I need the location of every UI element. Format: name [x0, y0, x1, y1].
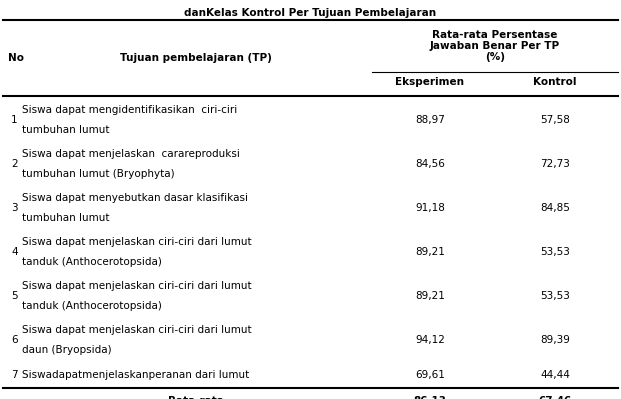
Text: tumbuhan lumut (Bryophyta): tumbuhan lumut (Bryophyta): [22, 169, 175, 179]
Text: Siswa dapat menjelaskan ciri-ciri dari lumut: Siswa dapat menjelaskan ciri-ciri dari l…: [22, 325, 252, 335]
Text: tanduk (Anthocerotopsida): tanduk (Anthocerotopsida): [22, 257, 162, 267]
Text: 5: 5: [11, 291, 17, 301]
Text: 53,53: 53,53: [540, 291, 570, 301]
Text: 2: 2: [11, 159, 17, 169]
Text: 53,53: 53,53: [540, 247, 570, 257]
Text: 7: 7: [11, 370, 17, 380]
Text: daun (Bryopsida): daun (Bryopsida): [22, 345, 112, 355]
Text: tumbuhan lumut: tumbuhan lumut: [22, 213, 109, 223]
Text: Siswadapatmenjelaskanperanan dari lumut: Siswadapatmenjelaskanperanan dari lumut: [22, 370, 249, 380]
Text: 89,21: 89,21: [415, 247, 445, 257]
Text: danKelas Kontrol Per Tujuan Pembelajaran: danKelas Kontrol Per Tujuan Pembelajaran: [184, 8, 436, 18]
Text: Siswa dapat menjelaskan ciri-ciri dari lumut: Siswa dapat menjelaskan ciri-ciri dari l…: [22, 237, 252, 247]
Text: Tujuan pembelajaran (TP): Tujuan pembelajaran (TP): [120, 53, 272, 63]
Text: 89,21: 89,21: [415, 291, 445, 301]
Text: Siswa dapat menyebutkan dasar klasifikasi: Siswa dapat menyebutkan dasar klasifikas…: [22, 194, 248, 203]
Text: Rata-rata: Rata-rata: [168, 396, 224, 399]
Text: Siswa dapat menjelaskan  carareproduksi: Siswa dapat menjelaskan carareproduksi: [22, 149, 240, 159]
Text: tumbuhan lumut: tumbuhan lumut: [22, 124, 109, 135]
Text: 57,58: 57,58: [540, 115, 570, 125]
Text: 1: 1: [11, 115, 17, 125]
Text: 4: 4: [11, 247, 17, 257]
Text: 91,18: 91,18: [415, 203, 445, 213]
Text: Jawaban Benar Per TP: Jawaban Benar Per TP: [430, 41, 560, 51]
Text: 89,39: 89,39: [540, 335, 570, 345]
Text: 84,85: 84,85: [540, 203, 570, 213]
Text: No: No: [8, 53, 24, 63]
Text: Eksperimen: Eksperimen: [396, 77, 465, 87]
Text: (%): (%): [485, 52, 505, 62]
Text: 88,97: 88,97: [415, 115, 445, 125]
Text: tanduk (Anthocerotopsida): tanduk (Anthocerotopsida): [22, 301, 162, 311]
Text: 6: 6: [11, 335, 17, 345]
Text: Rata-rata Persentase: Rata-rata Persentase: [432, 30, 558, 40]
Text: 69,61: 69,61: [415, 370, 445, 380]
Text: 94,12: 94,12: [415, 335, 445, 345]
Text: Siswa dapat menjelaskan ciri-ciri dari lumut: Siswa dapat menjelaskan ciri-ciri dari l…: [22, 281, 252, 291]
Text: 72,73: 72,73: [540, 159, 570, 169]
Text: 3: 3: [11, 203, 17, 213]
Text: 44,44: 44,44: [540, 370, 570, 380]
Text: Siswa dapat mengidentifikasikan  ciri-ciri: Siswa dapat mengidentifikasikan ciri-cir…: [22, 105, 237, 115]
Text: 67,46: 67,46: [538, 396, 571, 399]
Text: 86,13: 86,13: [414, 396, 446, 399]
Text: Kontrol: Kontrol: [533, 77, 577, 87]
Text: 84,56: 84,56: [415, 159, 445, 169]
